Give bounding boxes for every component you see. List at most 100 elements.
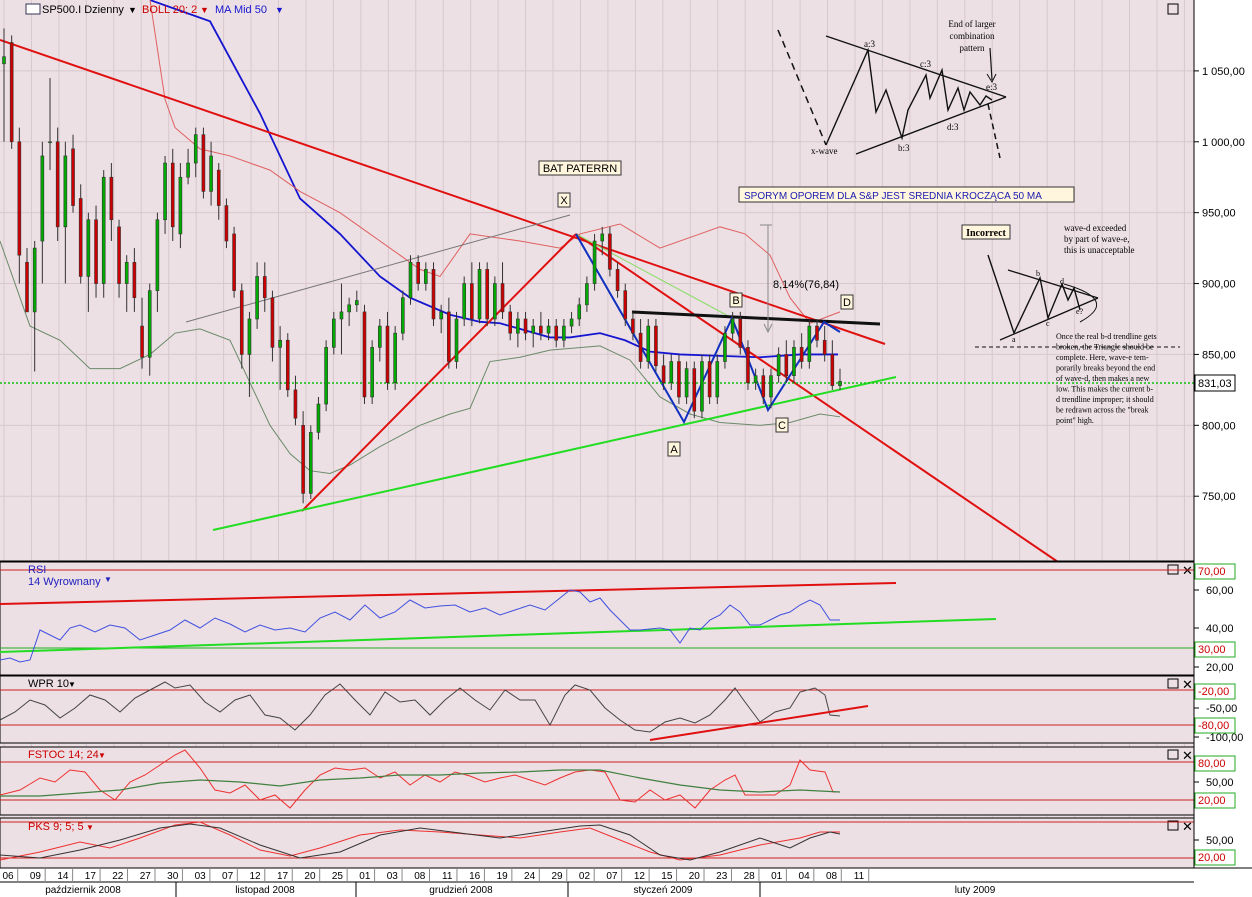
day-label: 28 — [744, 871, 756, 882]
day-label: 11 — [854, 871, 865, 882]
pattern-point-label-box — [667, 441, 681, 457]
candle-body — [232, 233, 236, 291]
price-tick-label: 750,00 — [1202, 491, 1236, 503]
day-label: 15 — [661, 871, 673, 882]
level-box — [1194, 683, 1236, 700]
inset1-end-text: combination — [950, 31, 995, 41]
fstoc-panel-bg — [0, 746, 1195, 816]
panel-maximize-icon — [1167, 820, 1179, 831]
day-label: 01 — [359, 871, 371, 882]
pattern-point-label-box — [729, 292, 743, 308]
pattern-point-label-box — [840, 294, 854, 310]
candle-body — [186, 162, 190, 178]
candle-body — [493, 283, 497, 320]
candle-body — [239, 290, 244, 355]
support-trendline — [212, 376, 897, 531]
rsi-label: RSI — [28, 564, 46, 576]
fstoc-fast-line — [0, 749, 840, 809]
day-label: 17 — [85, 871, 97, 882]
candle-body — [684, 368, 689, 398]
candle-body — [477, 269, 482, 320]
rsi-sublabel: 14 Wyrownany — [28, 576, 101, 588]
inset1-end-text: End of larger — [948, 19, 995, 29]
candle-body — [40, 155, 45, 242]
dropdown-icon: ▼ — [104, 575, 112, 584]
candle-body — [362, 311, 367, 398]
pattern-point-label: D — [843, 297, 851, 309]
candle-body — [32, 247, 37, 313]
candle-body — [17, 141, 22, 256]
candle-body — [25, 261, 29, 313]
day-label: 24 — [524, 871, 536, 882]
level-label: 70,00 — [1198, 566, 1226, 578]
indicator-tick-label: 20,00 — [1206, 662, 1234, 674]
day-label: 20 — [689, 871, 701, 882]
indicator-tick-label: -50,00 — [1206, 703, 1237, 715]
candle-body — [454, 318, 459, 362]
candle-body — [385, 325, 390, 384]
dropdown-icon: ▼ — [200, 5, 209, 15]
maximize-icon — [1167, 3, 1179, 15]
day-label: 27 — [140, 871, 152, 882]
day-label: 03 — [195, 871, 207, 882]
candle-body — [723, 332, 727, 362]
candle-body — [178, 176, 183, 235]
candle-body — [147, 290, 152, 358]
candle-body — [623, 290, 628, 320]
candle-body — [654, 325, 658, 367]
pattern-point-label: A — [670, 444, 678, 456]
candle-body — [94, 219, 98, 284]
inset2-body-line: broken, the Triangle should be — [1056, 343, 1154, 352]
last-price-label: 831,03 — [1198, 378, 1232, 390]
candle-body — [799, 347, 804, 362]
last-price-box — [1194, 374, 1236, 392]
rsi-resistance-line — [0, 582, 897, 605]
fstoc-slow-line — [0, 769, 841, 797]
candle-body — [55, 141, 60, 228]
inset2-note: wave-d exceeded — [1064, 223, 1127, 233]
measure-arrow — [763, 323, 773, 334]
month-label: październik 2008 — [45, 885, 121, 896]
month-label: listopad 2008 — [235, 885, 295, 896]
indicator-tick-label: 50,00 — [1206, 835, 1234, 847]
day-label: 30 — [167, 871, 179, 882]
inset2-body-line: complete. Here, wave-e tem- — [1056, 353, 1149, 362]
candle-body — [339, 311, 344, 320]
price-tick-label: 1 000,00 — [1202, 137, 1245, 149]
candle-body — [193, 134, 198, 164]
inset2-wave-label: c — [1046, 319, 1050, 328]
end-arrow-line — [989, 47, 993, 81]
pks-panel: ✕ PKS 9; 5; 5 ▼ — [0, 817, 1195, 869]
inset1-wave-label: d:3 — [947, 122, 959, 132]
bat-xa-leg — [301, 233, 577, 512]
inset2-curve — [1063, 283, 1098, 323]
fstoc-label: FSTOC 14; 24 — [28, 749, 99, 761]
day-label: 22 — [112, 871, 124, 882]
level-box — [1194, 717, 1236, 734]
candle-body — [439, 311, 443, 320]
month-label: styczeń 2009 — [634, 885, 693, 896]
day-label: 12 — [634, 871, 646, 882]
cfd-icon — [25, 3, 41, 15]
wpr-label: WPR 10 — [28, 678, 69, 690]
dropdown-icon: ▼ — [68, 680, 76, 689]
candle-body — [255, 276, 259, 320]
candle-body — [431, 269, 436, 320]
candle-body — [9, 42, 14, 143]
day-label: 23 — [716, 871, 728, 882]
candle-body — [531, 325, 536, 334]
chart-header: SP500.I Dzienny ▼ BOLL 20; 2 ▼ MA Mid 50 ▼ — [25, 3, 284, 16]
sporym-label: SPORYM OPOREM DLA S&P JEST SREDNIA KROCZ… — [744, 191, 1042, 202]
neckline — [631, 310, 881, 326]
month-label: grudzień 2008 — [429, 885, 493, 896]
candle-body — [447, 311, 451, 362]
level-label: 80,00 — [1198, 758, 1226, 770]
candle-body — [462, 283, 466, 320]
candle-body — [48, 141, 52, 144]
day-label: 14 — [57, 871, 69, 882]
candle-body — [293, 389, 298, 419]
pattern-point-label: B — [732, 295, 739, 307]
candle-body — [71, 148, 75, 206]
candle-body — [378, 325, 382, 348]
